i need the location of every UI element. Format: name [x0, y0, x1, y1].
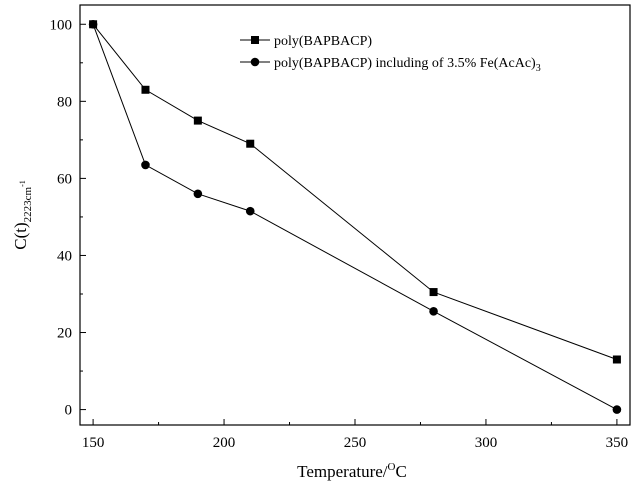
x-tick-label: 350: [606, 435, 629, 451]
data-point-circle: [612, 405, 622, 414]
legend: poly(BAPBACP) poly(BAPBACP) including of…: [240, 34, 541, 74]
data-point-square: [193, 116, 202, 125]
series-line-1: [92, 23, 618, 360]
y-axis-label-subsup: -1: [18, 180, 27, 187]
x-tick-label: 200: [213, 435, 236, 451]
x-tick-label: 300: [475, 435, 498, 451]
data-point-square: [429, 288, 438, 297]
data-point-square: [246, 139, 255, 148]
data-point-circle: [141, 160, 150, 170]
series-layer: [88, 19, 622, 414]
legend-item-2: poly(BAPBACP) including of 3.5% Fe(AcAc)…: [240, 56, 541, 74]
legend-square-marker: [251, 36, 259, 44]
legend-label-2-sub: 3: [536, 63, 541, 74]
y-axis-label: C(t)2223cm-1: [11, 180, 34, 250]
y-tick-label: 0: [65, 403, 73, 419]
legend-item-1: poly(BAPBACP): [240, 34, 372, 49]
legend-label-1: poly(BAPBACP): [274, 34, 372, 49]
y-tick-label: 80: [57, 94, 72, 110]
x-axis-label-super: O: [388, 461, 396, 473]
x-axis-ticks: 150 200 250 300 350: [82, 419, 628, 451]
legend-label-2-main: poly(BAPBACP) including of 3.5% Fe(AcAc): [274, 56, 536, 71]
data-point-square: [612, 355, 621, 364]
legend-label-2: poly(BAPBACP) including of 3.5% Fe(AcAc)…: [274, 56, 541, 74]
y-tick-label: 20: [57, 326, 72, 342]
data-point-square: [141, 85, 150, 94]
data-point-circle: [245, 206, 255, 216]
x-tick-label: 150: [82, 435, 105, 451]
y-tick-label: 60: [57, 171, 72, 187]
x-axis-label: Temperature/OC: [297, 461, 407, 481]
data-point-circle: [429, 307, 438, 316]
y-tick-label: 100: [50, 17, 73, 33]
x-axis-label-tail: C: [395, 462, 406, 481]
y-axis-label-main: C(t): [11, 222, 30, 249]
x-axis-label-main: Temperature/: [297, 462, 388, 481]
data-point-circle: [193, 189, 203, 199]
data-point-circle: [88, 19, 98, 29]
series-line-2: [92, 24, 618, 411]
legend-circle-marker: [250, 57, 260, 67]
x-tick-label: 250: [344, 435, 367, 451]
y-axis-ticks: 0 20 40 60 80 100: [50, 17, 86, 419]
y-tick-label: 40: [57, 248, 72, 264]
y-axis-label-sub: 2223cm: [22, 186, 34, 222]
